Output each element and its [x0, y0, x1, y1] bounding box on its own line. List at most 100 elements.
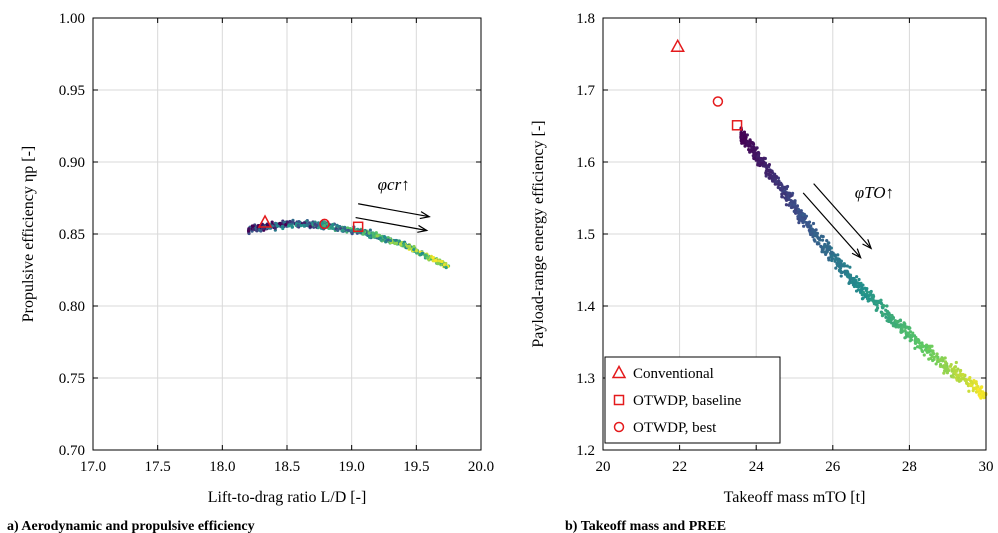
conventional-marker [257, 214, 273, 228]
data-point [743, 144, 747, 148]
data-point [914, 337, 918, 342]
x-tick-label: 19.5 [403, 459, 429, 475]
data-point [884, 315, 888, 319]
data-point [953, 365, 958, 369]
data-point [779, 181, 783, 185]
y-tick-label: 1.3 [576, 371, 595, 387]
data-point [275, 224, 279, 228]
data-point [763, 162, 767, 166]
data-point [397, 239, 401, 243]
data-point [296, 223, 300, 228]
data-point [869, 298, 874, 302]
data-point [914, 341, 918, 345]
data-point [780, 185, 784, 190]
caption-b: b) Takeoff mass and PREE [565, 519, 726, 533]
data-point [767, 172, 771, 176]
x-tick-label: 17.0 [80, 459, 106, 475]
data-point [890, 313, 894, 318]
data-point [938, 362, 943, 367]
data-point [789, 202, 793, 206]
data-point [767, 176, 772, 180]
data-point [951, 375, 956, 379]
data-point [437, 261, 441, 266]
data-point [958, 373, 963, 377]
data-point [251, 227, 255, 231]
data-point [956, 367, 960, 371]
y-axis-label-a: Propulsive efficiency ηp [-] [20, 146, 37, 322]
legend-entry-label: OTWDP, baseline [633, 393, 742, 409]
data-point [871, 294, 876, 299]
data-point [934, 362, 938, 366]
data-point [838, 266, 843, 270]
data-point [944, 365, 948, 369]
data-point [745, 133, 749, 137]
data-point [943, 356, 947, 360]
data-point [431, 259, 435, 263]
data-point [320, 221, 324, 226]
data-point [412, 247, 416, 252]
data-point [331, 226, 335, 230]
y-tick-label: 1.6 [576, 155, 595, 171]
data-point [259, 229, 263, 233]
data-point [799, 218, 804, 223]
data-point [297, 220, 301, 224]
x-axis-label-b: Takeoff mass mTO [t] [724, 489, 866, 506]
data-point [813, 230, 817, 234]
data-point [782, 189, 787, 193]
data-point [929, 356, 933, 361]
panel-a: 17.0 17.5 18.0 18.5 19.0 19.5 20.0 0.70 0.75 0.80… [7, 11, 494, 533]
data-point [875, 308, 879, 312]
x-tick-label: 24 [749, 459, 765, 475]
data-point [847, 280, 852, 285]
data-point [889, 318, 893, 323]
data-point [836, 253, 840, 257]
y-tick-label: 1.4 [576, 299, 595, 315]
x-tick-label: 18.5 [274, 459, 300, 475]
data-point [368, 228, 372, 232]
data-point [852, 276, 856, 281]
data-point [830, 250, 834, 254]
data-point [389, 238, 393, 243]
data-point [799, 209, 803, 213]
annotation-arrow [802, 192, 862, 259]
data-point [971, 389, 975, 393]
data-point [335, 223, 339, 227]
data-point [891, 323, 896, 327]
data-point [882, 304, 886, 308]
data-point [442, 263, 446, 267]
legend: Conventional OTWDP, baseline OTWDP, best [604, 356, 781, 444]
data-point [255, 229, 259, 233]
data-point [852, 284, 857, 289]
conventional-marker [670, 38, 685, 53]
data-point [920, 348, 924, 353]
data-point [745, 139, 749, 143]
data-point [822, 244, 826, 249]
data-point [796, 214, 800, 219]
data-point [371, 231, 375, 235]
data-point [305, 223, 309, 228]
data-point [874, 299, 878, 303]
data-point [792, 203, 796, 207]
data-point [920, 341, 924, 345]
data-point [288, 219, 292, 224]
data-point [379, 238, 383, 242]
data-point [820, 238, 825, 242]
data-point [859, 284, 864, 288]
data-point [833, 254, 837, 258]
data-point [806, 222, 810, 226]
data-point [982, 396, 986, 400]
data-point [308, 224, 312, 229]
tick-labels-b: 20 22 24 26 28 30 1.2 1.3 1.4 1.5 1.6 1.7 1.8 [576, 11, 993, 475]
data-point [816, 236, 821, 240]
data-point [774, 180, 779, 184]
data-point [291, 220, 295, 224]
data-point [804, 214, 809, 218]
data-point [924, 344, 928, 348]
panel-b: 20 22 24 26 28 30 1.2 1.3 1.4 1.5 1.6 1.7 1.8 φTO↑ C… [530, 11, 994, 533]
data-point [384, 239, 388, 243]
data-point [931, 358, 935, 363]
x-tick-label: 20 [596, 459, 611, 475]
y-tick-label: 0.90 [59, 155, 85, 171]
data-point [764, 174, 768, 178]
caption-a: a) Aerodynamic and propulsive efficiency [7, 519, 255, 533]
